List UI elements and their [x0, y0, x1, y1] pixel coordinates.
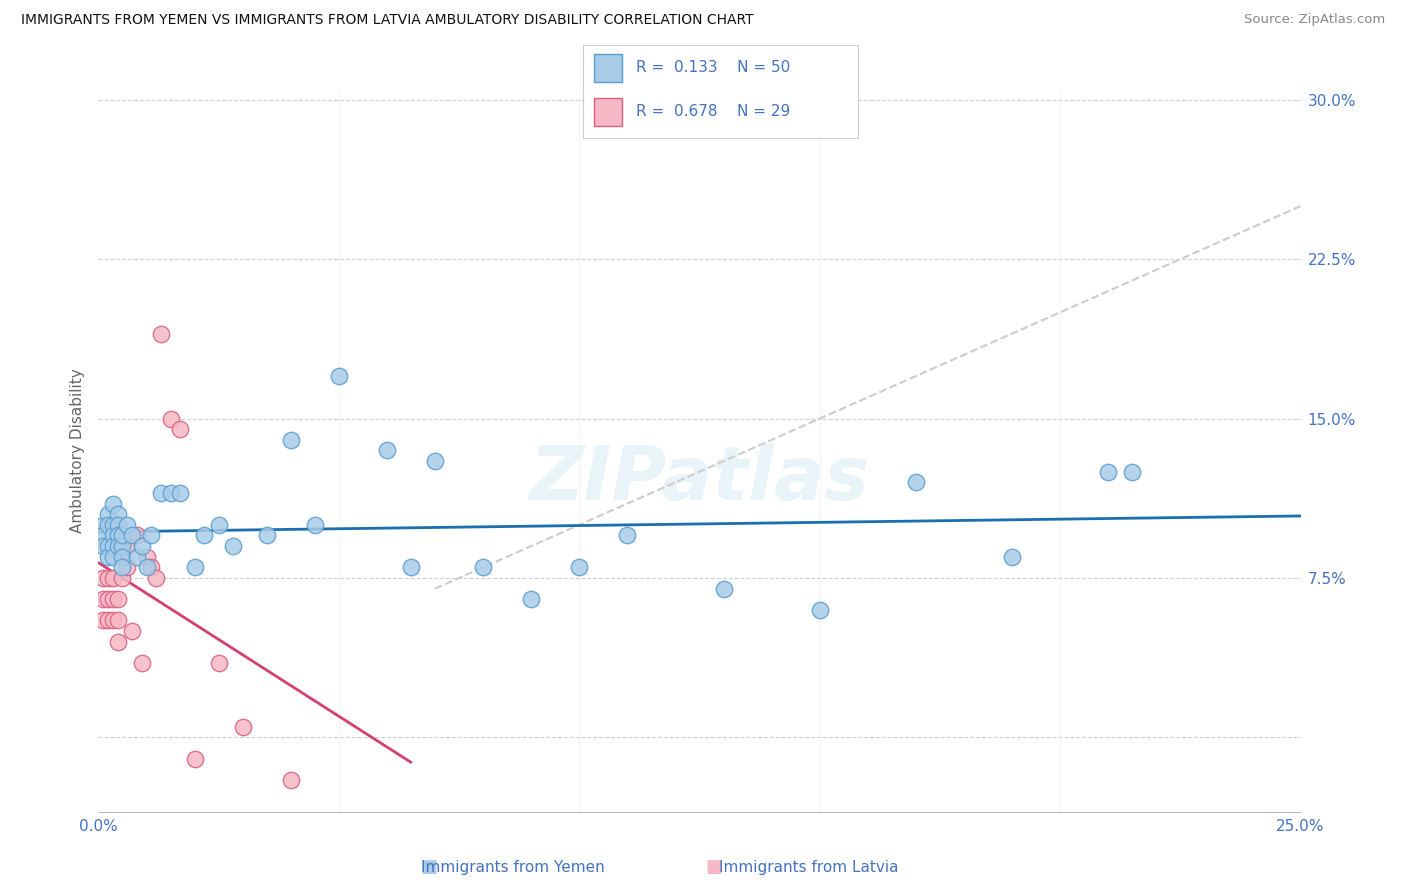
- Point: [107, 517, 129, 532]
- Point: [131, 656, 153, 670]
- Point: [713, 582, 735, 596]
- Point: [183, 560, 205, 574]
- Point: [328, 369, 350, 384]
- Point: [304, 517, 326, 532]
- Point: [616, 528, 638, 542]
- Y-axis label: Ambulatory Disability: Ambulatory Disability: [69, 368, 84, 533]
- Point: [193, 528, 215, 542]
- Point: [101, 549, 124, 564]
- Point: [111, 571, 134, 585]
- Text: R =  0.133    N = 50: R = 0.133 N = 50: [636, 60, 790, 75]
- Point: [111, 539, 134, 553]
- Point: [91, 528, 114, 542]
- Point: [169, 422, 191, 436]
- Point: [91, 539, 114, 553]
- Point: [135, 560, 157, 574]
- Point: [91, 592, 114, 607]
- Point: [183, 751, 205, 765]
- Point: [520, 592, 543, 607]
- Point: [97, 614, 120, 628]
- Point: [97, 539, 120, 553]
- Point: [169, 486, 191, 500]
- Text: Source: ZipAtlas.com: Source: ZipAtlas.com: [1244, 13, 1385, 27]
- Point: [125, 528, 148, 542]
- Point: [111, 549, 134, 564]
- Point: [149, 486, 172, 500]
- Point: [91, 517, 114, 532]
- Point: [1001, 549, 1024, 564]
- Point: [141, 560, 163, 574]
- Point: [1121, 465, 1143, 479]
- Text: R =  0.678    N = 29: R = 0.678 N = 29: [636, 104, 790, 119]
- Point: [208, 656, 231, 670]
- Point: [107, 507, 129, 521]
- Point: [131, 539, 153, 553]
- Point: [423, 454, 446, 468]
- Point: [145, 571, 167, 585]
- Point: [107, 614, 129, 628]
- Point: [111, 549, 134, 564]
- Point: [117, 560, 139, 574]
- Text: Immigrants from Latvia: Immigrants from Latvia: [718, 860, 898, 874]
- Bar: [595, 98, 621, 126]
- Point: [111, 560, 134, 574]
- Point: [107, 539, 129, 553]
- Point: [159, 411, 181, 425]
- Point: [1097, 465, 1119, 479]
- Point: [222, 539, 245, 553]
- Point: [280, 772, 302, 787]
- Point: [101, 528, 124, 542]
- Text: ZIPatlas: ZIPatlas: [530, 442, 869, 516]
- Point: [121, 624, 143, 638]
- Point: [904, 475, 927, 490]
- Point: [107, 634, 129, 648]
- Point: [472, 560, 495, 574]
- Bar: [595, 54, 621, 82]
- Point: [159, 486, 181, 500]
- Point: [125, 549, 148, 564]
- Point: [91, 614, 114, 628]
- Point: [117, 517, 139, 532]
- Point: [101, 497, 124, 511]
- Point: [135, 549, 157, 564]
- Point: [568, 560, 591, 574]
- Point: [97, 549, 120, 564]
- Point: [107, 528, 129, 542]
- Point: [107, 592, 129, 607]
- Point: [256, 528, 278, 542]
- Text: Immigrants from Yemen: Immigrants from Yemen: [422, 860, 605, 874]
- Point: [97, 507, 120, 521]
- Point: [91, 571, 114, 585]
- Text: IMMIGRANTS FROM YEMEN VS IMMIGRANTS FROM LATVIA AMBULATORY DISABILITY CORRELATIO: IMMIGRANTS FROM YEMEN VS IMMIGRANTS FROM…: [21, 13, 754, 28]
- Point: [97, 517, 120, 532]
- Point: [101, 592, 124, 607]
- Point: [97, 571, 120, 585]
- Point: [149, 326, 172, 341]
- Text: ■: ■: [706, 858, 723, 876]
- Text: ■: ■: [420, 858, 437, 876]
- Point: [121, 528, 143, 542]
- Point: [101, 614, 124, 628]
- Point: [97, 592, 120, 607]
- Point: [280, 433, 302, 447]
- Point: [101, 539, 124, 553]
- Point: [399, 560, 422, 574]
- Point: [101, 517, 124, 532]
- Point: [808, 603, 831, 617]
- Point: [375, 443, 398, 458]
- Point: [232, 720, 254, 734]
- Point: [111, 528, 134, 542]
- Point: [208, 517, 231, 532]
- Point: [101, 571, 124, 585]
- Point: [117, 539, 139, 553]
- Point: [141, 528, 163, 542]
